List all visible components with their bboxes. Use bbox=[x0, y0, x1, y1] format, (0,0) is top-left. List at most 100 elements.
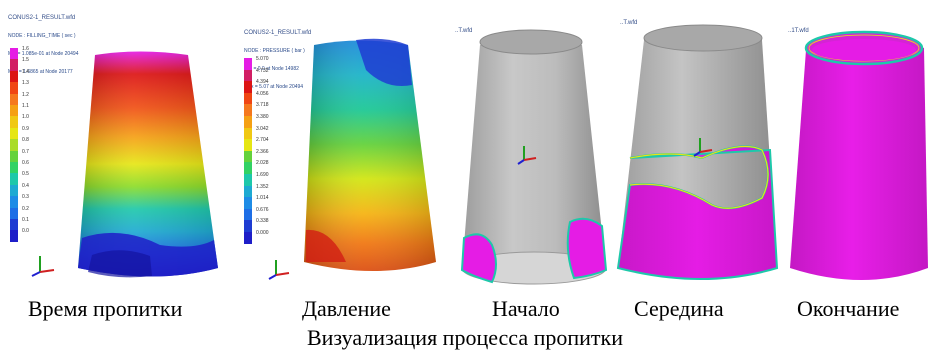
legend-swatch bbox=[10, 59, 18, 71]
legend-swatch bbox=[244, 150, 252, 163]
legend-swatch bbox=[10, 184, 18, 197]
legend-label: 1.352 bbox=[256, 183, 269, 190]
legend-swatch bbox=[10, 150, 18, 162]
legend-label: 1.3 bbox=[22, 80, 29, 87]
result-variable: NODE : PRESSURE ( bar ) bbox=[244, 48, 305, 54]
axis-triad-icon bbox=[517, 146, 537, 165]
legend-label: 0.4 bbox=[22, 182, 29, 189]
legend-swatch bbox=[10, 207, 18, 219]
legend-label: 1.014 bbox=[256, 195, 269, 202]
legend-swatch bbox=[244, 104, 252, 116]
legend-label: 0.7 bbox=[22, 148, 29, 155]
cone-shell bbox=[790, 38, 928, 280]
model-viewport[interactable] bbox=[236, 0, 452, 292]
legend-label: 2.028 bbox=[256, 160, 269, 167]
legend-swatch bbox=[10, 93, 18, 105]
legend-swatch bbox=[10, 196, 18, 208]
top-rim bbox=[479, 29, 583, 55]
legend-swatch bbox=[244, 208, 252, 221]
result-filename: CONUS2-1_RESULT.wfd bbox=[244, 30, 312, 36]
panel-pressure: CONUS2-1_RESULT.wfd NODE : PRESSURE ( ba… bbox=[236, 0, 452, 292]
panel-filling-time: CONUS2-1_RESULT.wfd NODE : FILLING_TIME … bbox=[0, 0, 232, 292]
legend-label: 0.6 bbox=[22, 160, 29, 166]
model-viewport[interactable] bbox=[0, 0, 232, 292]
legend-swatch bbox=[10, 105, 18, 117]
legend-label: 1.1 bbox=[22, 103, 29, 109]
flow-front bbox=[629, 145, 769, 209]
legend-label: 1.690 bbox=[256, 172, 269, 178]
legend-swatch bbox=[244, 220, 252, 232]
legend-label: 2.366 bbox=[256, 148, 269, 155]
figure-title: Визуализация процесса пропитки bbox=[306, 325, 624, 350]
legend-label: 1.0 bbox=[22, 114, 29, 121]
legend-swatch bbox=[10, 230, 18, 242]
legend-label: 3.380 bbox=[256, 114, 269, 120]
legend-label: 3.042 bbox=[256, 125, 269, 132]
legend-swatch bbox=[244, 139, 252, 151]
legend-label: 0.2 bbox=[22, 205, 29, 212]
legend-label: 4.732 bbox=[256, 67, 269, 74]
caption-filling-time: Время пропитки bbox=[28, 296, 183, 321]
legend-label: 0.676 bbox=[256, 206, 269, 213]
result-header: ..T.wfd bbox=[620, 8, 637, 38]
legend-label: 5.070 bbox=[256, 56, 269, 62]
legend-label: 0.8 bbox=[22, 137, 29, 144]
legend-swatch bbox=[244, 197, 252, 209]
legend-swatch bbox=[10, 139, 18, 151]
legend-label: 0.9 bbox=[22, 125, 29, 132]
caption-pressure: Давление bbox=[302, 296, 391, 321]
result-filename: CONUS2-1_RESULT.wfd bbox=[8, 15, 76, 21]
legend-swatch bbox=[244, 69, 252, 82]
legend-label: 0.3 bbox=[22, 194, 29, 201]
caption-end: Окончание bbox=[797, 296, 900, 321]
base-high-pressure bbox=[306, 229, 346, 262]
legend-swatch bbox=[10, 70, 18, 83]
panel-middle: ..T.wfd bbox=[612, 0, 784, 292]
legend-label: 4.056 bbox=[256, 90, 269, 97]
filled-region-right bbox=[566, 217, 608, 280]
legend-swatch bbox=[244, 116, 252, 128]
legend-label: 1.5 bbox=[22, 57, 29, 64]
legend-swatch bbox=[244, 81, 252, 93]
legend-label: 1.2 bbox=[22, 91, 29, 98]
result-header: ..T.wfd bbox=[455, 16, 472, 46]
caption-start: Начало bbox=[492, 296, 560, 321]
legend-label: 2.704 bbox=[256, 137, 269, 144]
legend-label: 0.5 bbox=[22, 171, 29, 178]
panel-start: ..T.wfd bbox=[452, 0, 612, 292]
inlet-zone bbox=[356, 38, 412, 86]
legend-label: 4.394 bbox=[256, 79, 269, 86]
model-viewport[interactable] bbox=[612, 0, 784, 292]
legend-swatch bbox=[10, 162, 18, 174]
axis-triad-icon bbox=[31, 256, 55, 277]
legend-label: 0.338 bbox=[256, 218, 269, 225]
legend-label: 0.0 bbox=[22, 228, 29, 235]
panel-end: ..1T.wfd bbox=[784, 0, 930, 292]
axis-triad-icon bbox=[268, 260, 290, 280]
result-filename: ..T.wfd bbox=[620, 20, 638, 26]
caption-middle: Середина bbox=[634, 296, 724, 321]
legend-swatch bbox=[244, 127, 252, 140]
axis-triad-icon bbox=[693, 138, 713, 157]
result-filename: ..T.wfd bbox=[455, 28, 473, 34]
legend-swatch bbox=[10, 127, 18, 140]
legend-swatch bbox=[244, 58, 252, 70]
legend-swatch bbox=[10, 116, 18, 128]
legend-swatch bbox=[10, 48, 18, 60]
legend-label: 0.000 bbox=[256, 230, 269, 236]
legend-label: 1.6 bbox=[22, 46, 29, 52]
result-header: ..1T.wfd bbox=[788, 16, 809, 46]
legend-swatch bbox=[244, 232, 252, 244]
legend-swatch bbox=[10, 82, 18, 94]
legend-swatch bbox=[244, 185, 252, 198]
legend-swatch bbox=[10, 173, 18, 185]
legend-swatch bbox=[244, 92, 252, 105]
legend-label: 1.4 bbox=[22, 68, 29, 75]
legend-label: 0.1 bbox=[22, 217, 29, 223]
result-variable: NODE : FILLING_TIME ( sec ) bbox=[8, 33, 76, 39]
model-viewport[interactable] bbox=[784, 0, 930, 292]
legend-swatch bbox=[10, 219, 18, 231]
model-viewport[interactable] bbox=[452, 0, 612, 292]
top-rim bbox=[643, 24, 763, 52]
filled-region-left bbox=[460, 233, 497, 284]
